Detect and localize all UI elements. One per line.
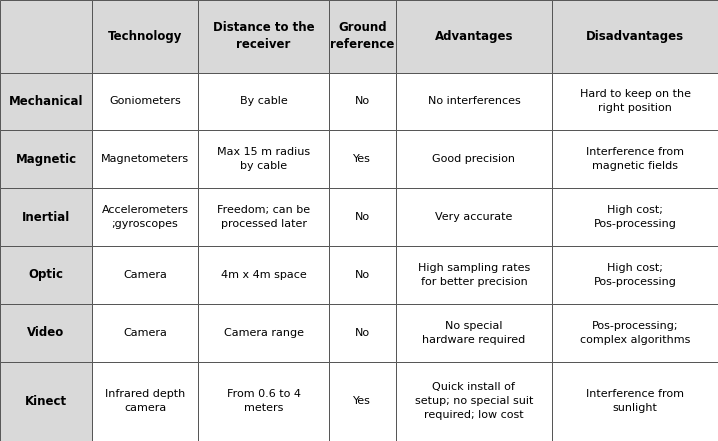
Bar bbox=[198, 72, 329, 131]
Bar bbox=[0, 72, 92, 131]
Bar bbox=[198, 246, 329, 304]
Text: High sampling rates
for better precision: High sampling rates for better precision bbox=[418, 263, 530, 287]
Text: No: No bbox=[355, 212, 370, 222]
Text: Interference from
sunlight: Interference from sunlight bbox=[586, 389, 684, 413]
Text: Yes: Yes bbox=[353, 396, 371, 406]
Bar bbox=[198, 304, 329, 362]
Bar bbox=[552, 72, 718, 131]
Text: Advantages: Advantages bbox=[434, 30, 513, 43]
Bar bbox=[0, 304, 92, 362]
Bar bbox=[198, 0, 329, 72]
Bar bbox=[329, 72, 396, 131]
Text: 4m x 4m space: 4m x 4m space bbox=[220, 270, 307, 280]
Text: Accelerometers
;gyroscopes: Accelerometers ;gyroscopes bbox=[101, 205, 189, 229]
Bar bbox=[0, 0, 92, 72]
Text: Camera: Camera bbox=[123, 328, 167, 338]
Text: Interference from
magnetic fields: Interference from magnetic fields bbox=[586, 147, 684, 171]
Text: Pos-processing;
complex algorithms: Pos-processing; complex algorithms bbox=[580, 321, 690, 345]
Bar bbox=[198, 131, 329, 188]
Text: Mechanical: Mechanical bbox=[9, 95, 83, 108]
Bar bbox=[0, 362, 92, 441]
Bar bbox=[92, 304, 198, 362]
Text: Quick install of
setup; no special suit
required; low cost: Quick install of setup; no special suit … bbox=[415, 382, 533, 420]
Bar bbox=[92, 131, 198, 188]
Text: Ground
reference: Ground reference bbox=[330, 21, 394, 51]
Text: Disadvantages: Disadvantages bbox=[586, 30, 684, 43]
Text: Distance to the
receiver: Distance to the receiver bbox=[213, 21, 314, 51]
Bar bbox=[92, 188, 198, 246]
Text: Hard to keep on the
right position: Hard to keep on the right position bbox=[579, 90, 691, 113]
Text: Goniometers: Goniometers bbox=[109, 97, 181, 106]
Text: No: No bbox=[355, 97, 370, 106]
Bar bbox=[396, 0, 552, 72]
Text: By cable: By cable bbox=[240, 97, 287, 106]
Bar bbox=[396, 304, 552, 362]
Text: Technology: Technology bbox=[108, 30, 182, 43]
Bar bbox=[329, 246, 396, 304]
Bar bbox=[198, 188, 329, 246]
Bar bbox=[329, 131, 396, 188]
Text: Max 15 m radius
by cable: Max 15 m radius by cable bbox=[217, 147, 310, 171]
Text: Infrared depth
camera: Infrared depth camera bbox=[105, 389, 185, 413]
Text: Video: Video bbox=[27, 326, 65, 339]
Bar bbox=[329, 188, 396, 246]
Bar bbox=[92, 246, 198, 304]
Text: From 0.6 to 4
meters: From 0.6 to 4 meters bbox=[226, 389, 301, 413]
Text: No interferences: No interferences bbox=[427, 97, 521, 106]
Bar bbox=[198, 362, 329, 441]
Bar bbox=[552, 246, 718, 304]
Bar bbox=[329, 304, 396, 362]
Text: Magnetometers: Magnetometers bbox=[101, 154, 189, 164]
Text: Freedom; can be
processed later: Freedom; can be processed later bbox=[217, 205, 310, 229]
Text: Inertial: Inertial bbox=[22, 210, 70, 224]
Bar bbox=[552, 362, 718, 441]
Text: Camera: Camera bbox=[123, 270, 167, 280]
Text: High cost;
Pos-processing: High cost; Pos-processing bbox=[594, 263, 676, 287]
Text: Good precision: Good precision bbox=[432, 154, 516, 164]
Bar bbox=[0, 131, 92, 188]
Text: High cost;
Pos-processing: High cost; Pos-processing bbox=[594, 205, 676, 229]
Bar bbox=[92, 362, 198, 441]
Bar bbox=[329, 362, 396, 441]
Text: Camera range: Camera range bbox=[223, 328, 304, 338]
Bar bbox=[396, 188, 552, 246]
Bar bbox=[396, 131, 552, 188]
Text: Optic: Optic bbox=[29, 269, 63, 281]
Bar bbox=[92, 0, 198, 72]
Text: No: No bbox=[355, 328, 370, 338]
Bar bbox=[329, 0, 396, 72]
Bar bbox=[0, 246, 92, 304]
Bar bbox=[552, 131, 718, 188]
Bar bbox=[552, 0, 718, 72]
Text: Very accurate: Very accurate bbox=[435, 212, 513, 222]
Bar bbox=[0, 188, 92, 246]
Text: Yes: Yes bbox=[353, 154, 371, 164]
Bar bbox=[552, 304, 718, 362]
Text: Kinect: Kinect bbox=[25, 395, 67, 408]
Bar bbox=[396, 246, 552, 304]
Text: No special
hardware required: No special hardware required bbox=[422, 321, 526, 345]
Bar bbox=[92, 72, 198, 131]
Bar bbox=[552, 188, 718, 246]
Bar bbox=[396, 362, 552, 441]
Text: No: No bbox=[355, 270, 370, 280]
Bar bbox=[396, 72, 552, 131]
Text: Magnetic: Magnetic bbox=[15, 153, 77, 166]
